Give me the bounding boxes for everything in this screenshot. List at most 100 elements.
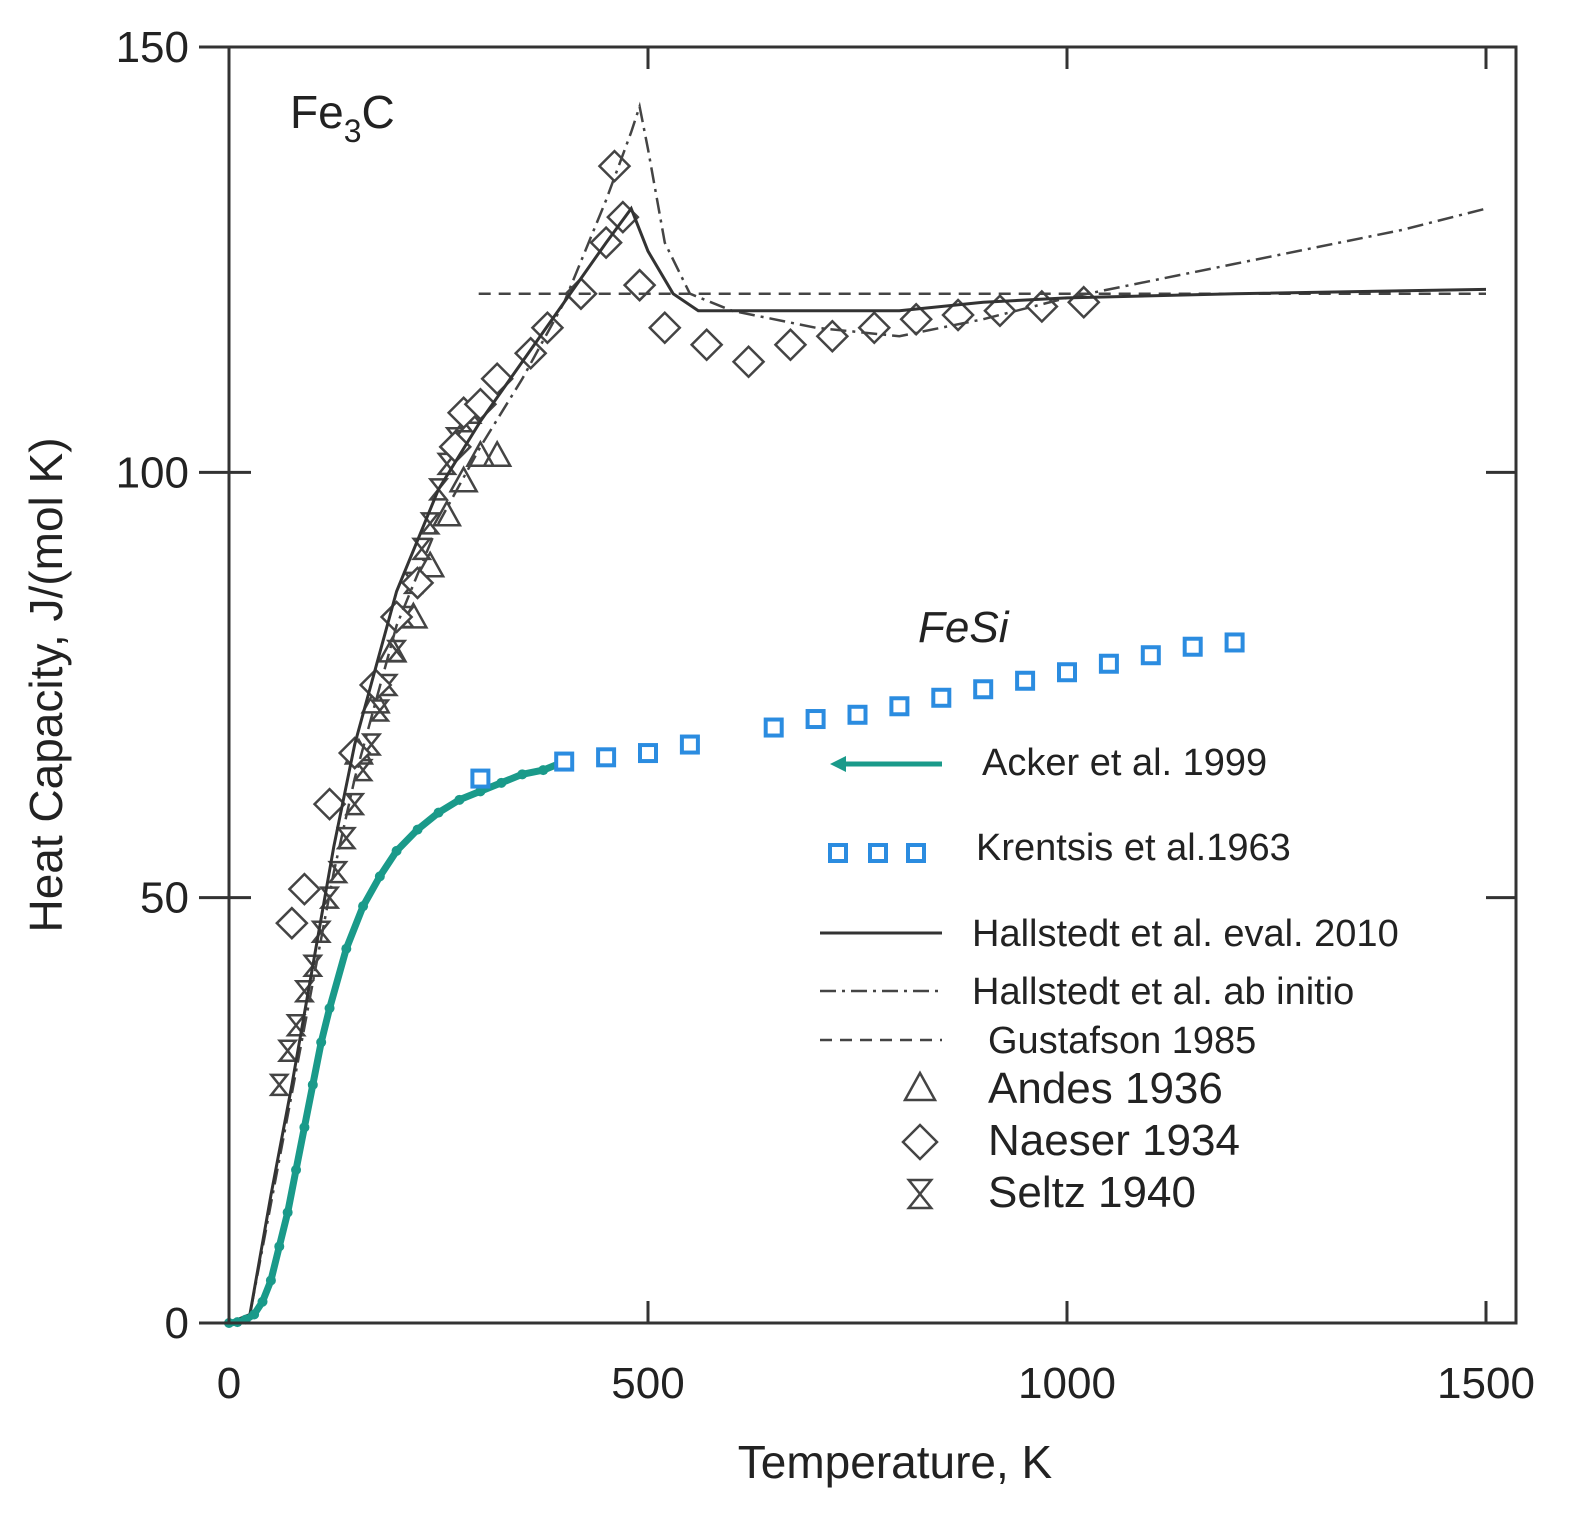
seltz-marker — [411, 537, 433, 561]
acker-point — [299, 1122, 310, 1133]
plot-frame — [227, 45, 1518, 1325]
acker-point — [433, 807, 444, 818]
y-tick-label: 150 — [116, 23, 189, 72]
andes-marker — [360, 686, 391, 714]
legend-symbol-diamond — [901, 1123, 939, 1161]
fe3c-annotation: Fe3C — [290, 86, 395, 149]
krentsis-marker — [1140, 645, 1161, 666]
legend-label: Hallstedt et al. eval. 2010 — [972, 913, 1399, 955]
acker-point — [249, 1309, 260, 1320]
y-tick-label: 100 — [116, 448, 189, 497]
acker-point — [341, 943, 352, 954]
acker-point — [291, 1164, 302, 1175]
series-layer — [224, 101, 1487, 1328]
x-tick-label: 0 — [217, 1359, 241, 1408]
acker-point — [496, 777, 507, 788]
acker-point — [517, 769, 528, 780]
legend-item-gustafson: Gustafson 1985 — [820, 1020, 1256, 1062]
legend-label: Acker et al. 1999 — [982, 742, 1267, 784]
x-tick-label: 1000 — [1018, 1359, 1116, 1408]
andes-marker — [414, 550, 446, 578]
naeser-marker — [899, 302, 933, 336]
krentsis-marker — [1098, 653, 1119, 674]
krentsis-marker — [1057, 662, 1077, 683]
legend-symbol-triangle — [902, 1070, 938, 1102]
seltz-marker — [285, 1014, 307, 1037]
acker-point — [475, 786, 486, 797]
acker-1999-series — [224, 756, 570, 1328]
fesi-annotation: FeSi — [918, 603, 1010, 652]
fe3c-tail: C — [361, 86, 394, 138]
krentsis-marker — [931, 687, 952, 708]
andes-marker — [482, 439, 513, 467]
legend-item-hall_eval: Hallstedt et al. eval. 2010 — [820, 913, 1399, 955]
seltz-marker — [268, 1073, 290, 1097]
krentsis-marker — [847, 704, 868, 725]
krentsis-marker — [973, 679, 994, 700]
acker-point — [391, 845, 402, 856]
acker-point — [307, 1079, 318, 1090]
legend-label: Seltz 1940 — [988, 1168, 1196, 1217]
axes-layer: 0 500 1000 1500 0 50 100 150 — [116, 23, 1535, 1408]
naeser-marker — [312, 787, 347, 821]
y-tick-label: 0 — [165, 1299, 189, 1348]
seltz-marker — [277, 1039, 299, 1063]
legend-symbol-krentsis — [868, 843, 888, 863]
fe3c-subscript: 3 — [344, 113, 362, 149]
legend-item-naeser: Naeser 1934 — [901, 1116, 1240, 1165]
legend-symbol-hourglass — [906, 1178, 934, 1210]
legend-symbol-krentsis — [828, 843, 848, 863]
hallstedt-eval-2010-line — [228, 205, 1487, 1325]
x-axis-title: Temperature, K — [738, 1436, 1053, 1488]
seltz-marker — [427, 478, 450, 501]
andes-marker — [431, 499, 463, 527]
legend-label: Gustafson 1985 — [988, 1020, 1256, 1062]
acker-point — [538, 765, 549, 776]
krentsis-1963-series — [470, 632, 1245, 789]
acker-point — [282, 1207, 293, 1218]
acker-point — [358, 901, 369, 912]
acker-point — [324, 1003, 335, 1014]
naeser-marker — [857, 310, 892, 345]
legend: Acker et al. 1999 Krentsis et al.1963 Hall… — [820, 742, 1399, 1217]
krentsis-marker — [1182, 636, 1203, 657]
hallstedt-ab-initio-line — [228, 101, 1487, 1325]
acker-point — [412, 824, 423, 835]
legend-arrowhead — [830, 756, 846, 772]
naeser-marker — [275, 906, 309, 940]
naeser-marker — [689, 327, 724, 362]
seltz-marker — [327, 860, 349, 884]
y-tick-label: 50 — [140, 874, 189, 923]
seltz-marker — [310, 920, 332, 943]
krentsis-marker — [1015, 670, 1036, 691]
krentsis-marker — [889, 696, 910, 717]
andes-marker — [377, 635, 408, 663]
legend-item-krentsis: Krentsis et al.1963 — [828, 827, 1291, 869]
naeser-marker — [773, 327, 808, 362]
seltz-marker — [419, 512, 441, 535]
krentsis-marker — [763, 717, 784, 738]
y-axis-title: Heat Capacity, J/(mol K) — [20, 437, 72, 932]
legend-item-acker: Acker et al. 1999 — [830, 742, 1267, 784]
fe3c-main: Fe — [290, 86, 344, 138]
krentsis-marker — [1224, 632, 1245, 653]
naeser-marker — [400, 566, 435, 600]
legend-label: Andes 1936 — [988, 1064, 1223, 1113]
acker-point — [265, 1275, 276, 1286]
acker-point — [454, 794, 465, 805]
acker-point — [374, 871, 385, 882]
krentsis-marker — [596, 747, 617, 768]
naeser-marker — [647, 310, 682, 345]
x-tick-label: 500 — [611, 1359, 684, 1408]
krentsis-marker — [805, 709, 826, 730]
acker-point — [257, 1296, 268, 1307]
x-tick-label: 1500 — [1437, 1359, 1535, 1408]
naeser-marker — [287, 872, 322, 906]
legend-item-seltz: Seltz 1940 — [906, 1168, 1196, 1217]
krentsis-marker — [638, 743, 658, 764]
acker-point — [316, 1037, 327, 1048]
naeser-marker — [731, 344, 766, 379]
andes-marker — [465, 439, 496, 467]
